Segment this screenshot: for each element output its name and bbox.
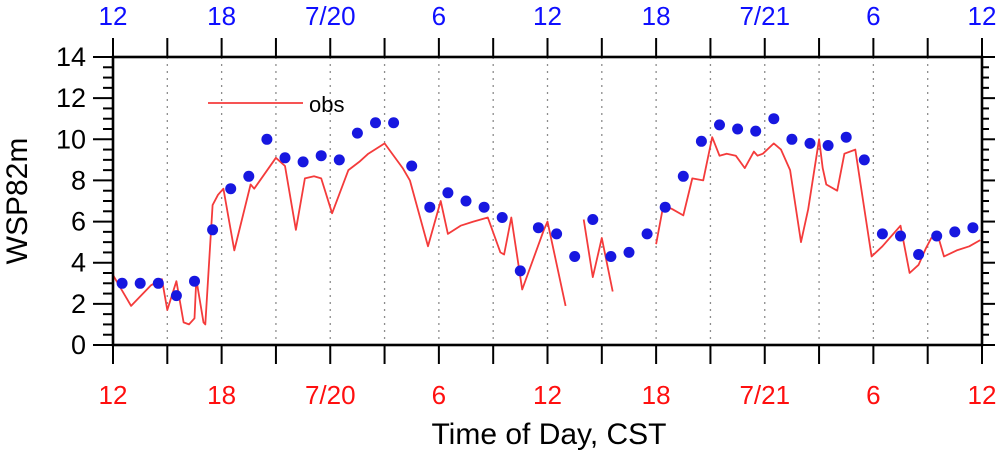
y-tick-label: 2	[71, 289, 86, 319]
tick-label-layer: 12 12 18 18 7/20 7/20 6 6 12 12 18 18 7/21 7/21 6 6 12 12…	[56, 1, 997, 410]
data-dot	[496, 212, 508, 223]
data-dot	[659, 201, 671, 213]
data-dot	[551, 228, 563, 240]
data-dot	[478, 201, 490, 213]
data-dot	[297, 156, 309, 168]
x-tick-label-top: 12	[968, 1, 997, 31]
x-tick-label-top: 18	[642, 1, 671, 31]
data-dot	[840, 131, 852, 143]
y-tick-label: 6	[71, 207, 86, 237]
x-tick-label-top: 6	[432, 1, 446, 31]
y-tick-label: 14	[56, 42, 86, 72]
y-tick-label: 10	[56, 124, 86, 154]
y-axis-title: WSP82m	[1, 138, 34, 265]
data-dot	[804, 137, 816, 149]
data-dot	[152, 277, 164, 289]
data-dot	[243, 170, 255, 182]
data-dot	[532, 222, 544, 234]
data-dot	[134, 277, 146, 289]
data-dot	[967, 222, 979, 234]
x-tick-label-top: 18	[207, 1, 236, 31]
x-tick-label-top: 12	[99, 1, 128, 31]
data-dot	[858, 154, 870, 166]
x-tick-label-bottom: 7/20	[305, 380, 356, 410]
data-dot	[370, 117, 381, 129]
data-dot	[333, 154, 345, 166]
data-dot	[442, 187, 454, 199]
gridline-layer	[166, 57, 929, 345]
data-dot	[677, 170, 689, 182]
data-dot	[876, 228, 888, 240]
data-dot	[587, 214, 599, 225]
data-dot	[768, 113, 780, 125]
y-tick-label: 4	[71, 248, 86, 278]
y-tick-label: 8	[71, 165, 86, 195]
data-dot	[225, 183, 237, 195]
x-tick-label-bottom: 6	[866, 380, 880, 410]
legend-obs-label: obs	[309, 92, 344, 117]
y-tick-label: 0	[71, 330, 86, 360]
data-dot	[714, 119, 725, 131]
data-dot	[514, 265, 526, 277]
data-dot	[351, 127, 363, 139]
data-dot	[913, 249, 925, 260]
obs-line-path	[112, 136, 981, 326]
data-dot	[895, 230, 906, 242]
data-dot	[116, 277, 128, 289]
data-dot	[605, 251, 617, 262]
data-dot	[949, 226, 961, 238]
data-dot	[424, 201, 436, 213]
x-axis-title: Time of Day, CST	[431, 418, 666, 451]
series-layer	[112, 113, 981, 326]
x-tick-label-bottom: 12	[533, 380, 562, 410]
x-tick-label-bottom: 12	[968, 380, 997, 410]
data-dot	[207, 224, 219, 236]
data-dot	[750, 125, 762, 137]
x-tick-label-top: 6	[866, 1, 880, 31]
data-dot	[279, 152, 291, 164]
x-tick-label-bottom: 12	[99, 380, 128, 410]
data-dot	[406, 160, 418, 172]
data-dot	[315, 150, 327, 162]
x-tick-label-top: 12	[533, 1, 562, 31]
x-tick-label-bottom: 7/21	[739, 380, 790, 410]
data-dot	[695, 135, 707, 147]
x-tick-label-bottom: 18	[642, 380, 671, 410]
data-dot	[931, 230, 943, 242]
legend: obs	[208, 92, 344, 117]
data-dot	[732, 123, 744, 135]
data-dot	[170, 290, 182, 302]
y-tick-label: 12	[56, 83, 86, 113]
data-dot	[569, 251, 581, 262]
data-dot	[388, 117, 400, 129]
data-dot	[641, 228, 653, 240]
data-dot	[623, 246, 635, 258]
data-dot	[786, 133, 798, 145]
axis-layer	[93, 38, 995, 364]
data-dot	[189, 275, 200, 287]
data-dot	[460, 195, 472, 207]
x-tick-label-top: 7/21	[739, 1, 790, 31]
x-tick-label-bottom: 18	[207, 380, 236, 410]
data-dot	[822, 140, 834, 151]
x-tick-label-bottom: 6	[432, 380, 446, 410]
x-tick-label-top: 7/20	[305, 1, 356, 31]
data-dot	[261, 133, 273, 145]
